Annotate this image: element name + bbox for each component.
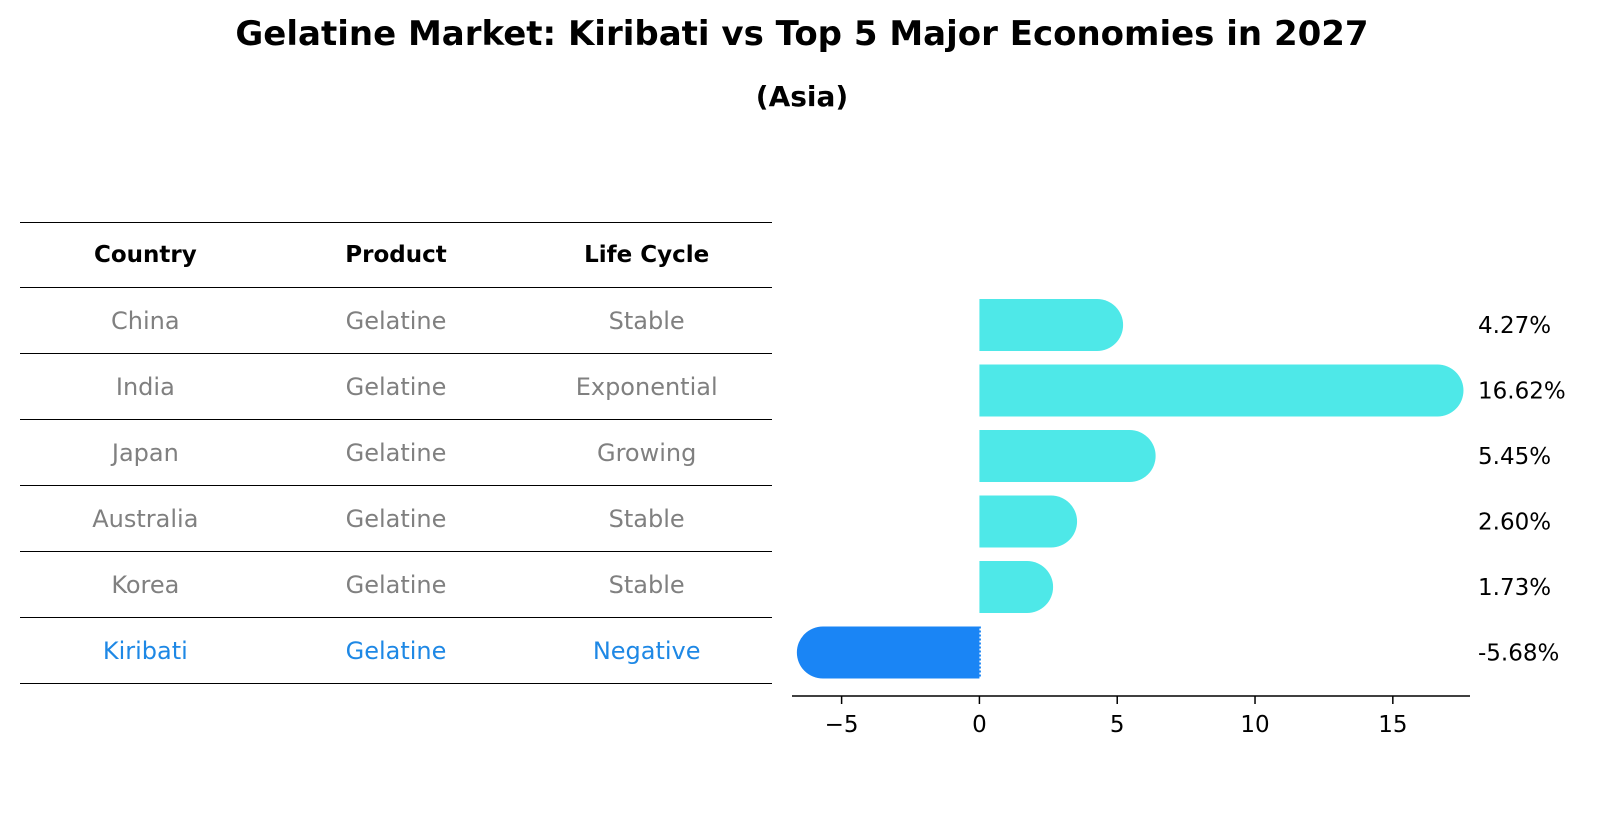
header-life-cycle: Life Cycle (584, 242, 710, 268)
value-label: 16.62% (1478, 379, 1566, 405)
x-tick-label: 0 (972, 712, 987, 738)
x-tick-label: 15 (1378, 712, 1407, 738)
life-cycle-cell: Growing (596, 438, 697, 467)
bar-kiribati (796, 626, 980, 679)
table-row: Korea Gelatine Stable (20, 552, 772, 618)
x-tick-label: 10 (1240, 712, 1269, 738)
table-row-highlight: Kiribati Gelatine Negative (20, 618, 772, 684)
bar-china (979, 299, 1124, 351)
bar-korea (979, 561, 1054, 613)
value-label: -5.68% (1478, 641, 1559, 667)
product-cell: Gelatine (345, 438, 447, 467)
country-cell: Australia (92, 504, 199, 533)
life-cycle-cell: Exponential (575, 372, 718, 401)
value-label: 1.73% (1478, 575, 1551, 601)
table-row: India Gelatine Exponential (20, 354, 772, 420)
life-cycle-cell: Stable (608, 570, 685, 599)
country-cell: Kiribati (102, 636, 188, 665)
life-cycle-cell: Stable (608, 504, 685, 533)
value-label: 2.60% (1478, 510, 1551, 536)
bar-japan (979, 430, 1156, 482)
product-cell: Gelatine (345, 372, 447, 401)
table-row: China Gelatine Stable (20, 288, 772, 354)
product-cell: Gelatine (345, 570, 447, 599)
country-cell: Korea (111, 570, 180, 599)
country-cell: India (115, 372, 175, 401)
life-cycle-cell: Negative (592, 636, 701, 665)
x-tick-label: −5 (825, 712, 859, 738)
product-cell: Gelatine (345, 504, 447, 533)
bar-australia (979, 495, 1078, 548)
country-cell: Japan (111, 438, 179, 467)
chart-subtitle: (Asia) (755, 80, 849, 113)
x-tick-label: 5 (1110, 712, 1125, 738)
chart-title: Gelatine Market: Kiribati vs Top 5 Major… (235, 14, 1369, 54)
header-country: Country (93, 242, 197, 268)
product-cell: Gelatine (345, 306, 447, 335)
life-cycle-cell: Stable (608, 306, 685, 335)
country-table: Country Product Life Cycle China Gelatin… (20, 222, 772, 684)
bar-india (979, 364, 1464, 417)
table-row: Australia Gelatine Stable (20, 486, 772, 552)
country-cell: China (111, 306, 180, 335)
table-row: Japan Gelatine Growing (20, 420, 772, 486)
table-header-row: Country Product Life Cycle (20, 222, 772, 288)
value-label: 4.27% (1478, 313, 1551, 339)
value-label: 5.45% (1478, 444, 1551, 470)
product-cell: Gelatine (345, 636, 447, 665)
header-product: Product (345, 242, 447, 268)
